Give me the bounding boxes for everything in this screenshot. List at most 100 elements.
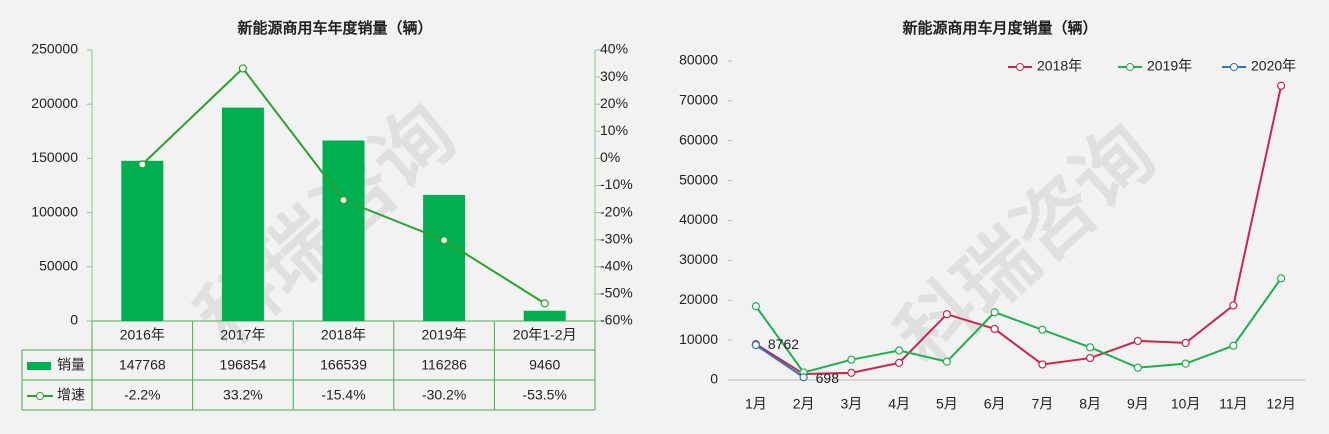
y-tick-label: 20000 [679, 291, 718, 307]
line [755, 277, 1282, 374]
legend-label: 2018年 [1037, 58, 1082, 74]
legend-marker [1016, 63, 1024, 71]
x-tick-label: 3月 [840, 396, 862, 412]
line [755, 85, 1283, 376]
table-value: 196854 [220, 357, 267, 373]
y-tick-label: 70000 [679, 92, 718, 108]
y-tick-label: 60000 [679, 131, 718, 147]
y-tick-label: 10000 [679, 331, 718, 347]
x-tick-label: 5月 [936, 396, 958, 412]
legend-label: 销量 [57, 357, 85, 373]
x-tick-label: 10月 [1171, 396, 1201, 412]
point [1277, 81, 1286, 90]
x-tick-label: 2月 [793, 396, 815, 412]
point [895, 346, 904, 355]
point [990, 308, 999, 317]
x-tick-label: 2017年 [220, 327, 265, 343]
y-tick-label: 100000 [31, 203, 78, 219]
x-tick-label: 9月 [1127, 396, 1149, 412]
point [138, 160, 147, 169]
y2-tick-label: 30% [600, 68, 628, 84]
table-value: 166539 [320, 357, 367, 373]
x-tick-label: 6月 [984, 396, 1006, 412]
point [799, 373, 808, 382]
y2-tick-label: 10% [600, 122, 628, 138]
y-tick-label: 0 [710, 371, 718, 387]
bar [221, 107, 264, 322]
x-tick-label: 7月 [1031, 396, 1053, 412]
point [1277, 274, 1286, 283]
table-value: 33.2% [223, 387, 263, 403]
y2-tick-label: 0% [600, 149, 620, 165]
y-tick-label: 50000 [679, 171, 718, 187]
table-value: 9460 [529, 357, 560, 373]
point [1038, 325, 1047, 334]
table-value: -15.4% [321, 387, 365, 403]
point [1133, 336, 1142, 346]
table-value: 147768 [119, 357, 166, 373]
point [1181, 338, 1190, 348]
y2-tick-label: 40% [600, 41, 628, 57]
table-value: 116286 [421, 357, 467, 373]
bar [523, 310, 566, 321]
y-tick-label: 80000 [679, 52, 718, 68]
table-value: -30.2% [422, 387, 466, 403]
x-tick-label: 20年1-2月 [513, 327, 577, 343]
bar [322, 140, 365, 321]
y2-tick-label: -10% [600, 176, 633, 192]
table-value: -53.5% [523, 387, 567, 403]
y-tick-label: 0 [70, 312, 78, 328]
point [847, 368, 856, 377]
y-tick-label: 50000 [39, 258, 78, 274]
x-tick-label: 2019年 [422, 327, 467, 343]
y-tick-label: 250000 [31, 41, 78, 57]
x-tick-label: 11月 [1219, 396, 1248, 412]
legend-label: 2020年 [1251, 58, 1296, 74]
legend-marker [1126, 63, 1134, 71]
y2-tick-label: -30% [600, 230, 633, 246]
y2-tick-label: -50% [600, 285, 633, 301]
x-tick-label: 2016年 [120, 327, 165, 343]
point [1038, 360, 1047, 369]
data-label: 8762 [768, 336, 799, 352]
point [847, 355, 856, 364]
legend-marker [1230, 63, 1238, 71]
bar [423, 194, 466, 321]
point [1229, 301, 1238, 310]
chart-title: 新能源商用车月度销量（辆） [902, 19, 1097, 37]
point [238, 64, 247, 73]
x-tick-label: 12月 [1266, 396, 1296, 412]
bar [121, 160, 164, 321]
legend-label: 增速 [57, 387, 85, 403]
data-label: 698 [816, 370, 840, 386]
point [942, 310, 951, 319]
point [1133, 363, 1142, 372]
x-tick-label: 1月 [745, 396, 767, 412]
point [990, 324, 999, 334]
point [540, 299, 549, 308]
line [755, 344, 805, 379]
point [1086, 353, 1095, 363]
point [942, 357, 951, 366]
legend-swatch [27, 362, 51, 370]
y2-tick-label: -20% [600, 203, 633, 219]
point [339, 196, 348, 205]
y-tick-label: 30000 [679, 251, 718, 267]
y2-tick-label: -40% [600, 258, 633, 274]
point [1181, 359, 1190, 368]
x-tick-label: 8月 [1079, 396, 1101, 412]
legend-marker [36, 392, 44, 400]
point [1086, 343, 1095, 352]
x-tick-label: 4月 [888, 396, 910, 412]
point [440, 236, 449, 245]
chart-title: 新能源商用车年度销量（辆） [237, 19, 432, 37]
point [895, 358, 904, 367]
y-tick-label: 40000 [679, 211, 718, 227]
table-value: -2.2% [124, 387, 161, 403]
y-tick-label: 200000 [31, 95, 78, 111]
legend-label: 2019年 [1147, 58, 1192, 74]
y2-tick-label: 20% [600, 95, 628, 111]
y2-tick-label: -60% [600, 312, 633, 328]
